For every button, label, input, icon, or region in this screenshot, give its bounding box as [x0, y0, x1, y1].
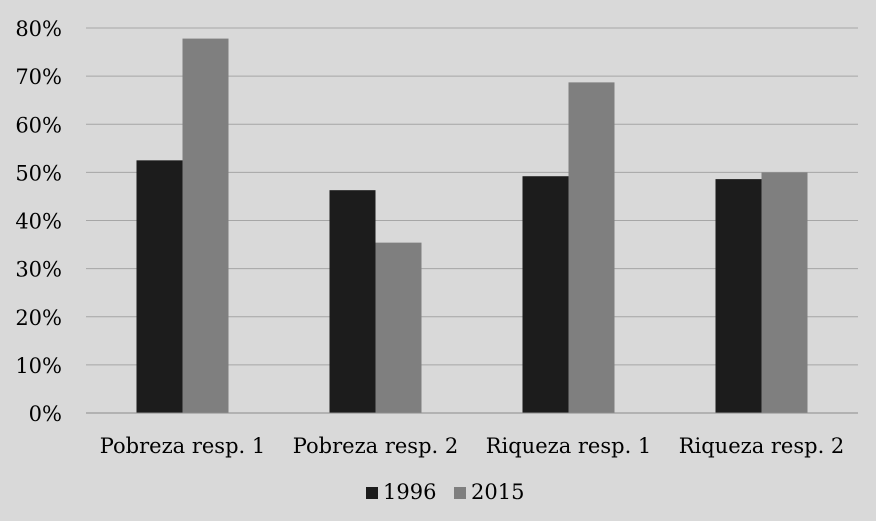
y-axis-tick-labels: 0% 10% 20% 30% 40% 50% 60% 70% 80% [15, 17, 62, 426]
legend: 1996 2015 [366, 480, 524, 504]
y-tick-label: 10% [15, 354, 62, 378]
bar-1996 [136, 160, 183, 413]
legend-swatch-2015 [454, 487, 466, 499]
bar-2015 [182, 38, 229, 414]
category-label: Riqueza resp. 1 [486, 434, 652, 458]
x-axis-category-labels: Pobreza resp. 1 Pobreza resp. 2 Riqueza re… [100, 434, 845, 458]
category-label: Pobreza resp. 1 [100, 434, 266, 458]
category-label: Pobreza resp. 2 [293, 434, 459, 458]
y-tick-label: 50% [15, 161, 62, 185]
bar-1996 [329, 190, 376, 413]
bars [136, 38, 808, 414]
y-tick-label: 80% [15, 17, 62, 41]
y-tick-label: 20% [15, 306, 62, 330]
y-tick-label: 70% [15, 65, 62, 89]
bar-2015 [761, 172, 808, 413]
category-label: Riqueza resp. 2 [679, 434, 845, 458]
y-tick-label: 0% [29, 402, 62, 426]
bar-2015 [568, 82, 615, 413]
y-tick-label: 40% [15, 210, 62, 234]
y-tick-label: 60% [15, 113, 62, 137]
legend-label: 2015 [471, 480, 524, 504]
bar-2015 [375, 242, 422, 413]
bar-1996 [522, 176, 569, 413]
legend-swatch-1996 [366, 487, 378, 499]
legend-label: 1996 [383, 480, 436, 504]
bar-1996 [715, 179, 762, 413]
y-tick-label: 30% [15, 258, 62, 282]
